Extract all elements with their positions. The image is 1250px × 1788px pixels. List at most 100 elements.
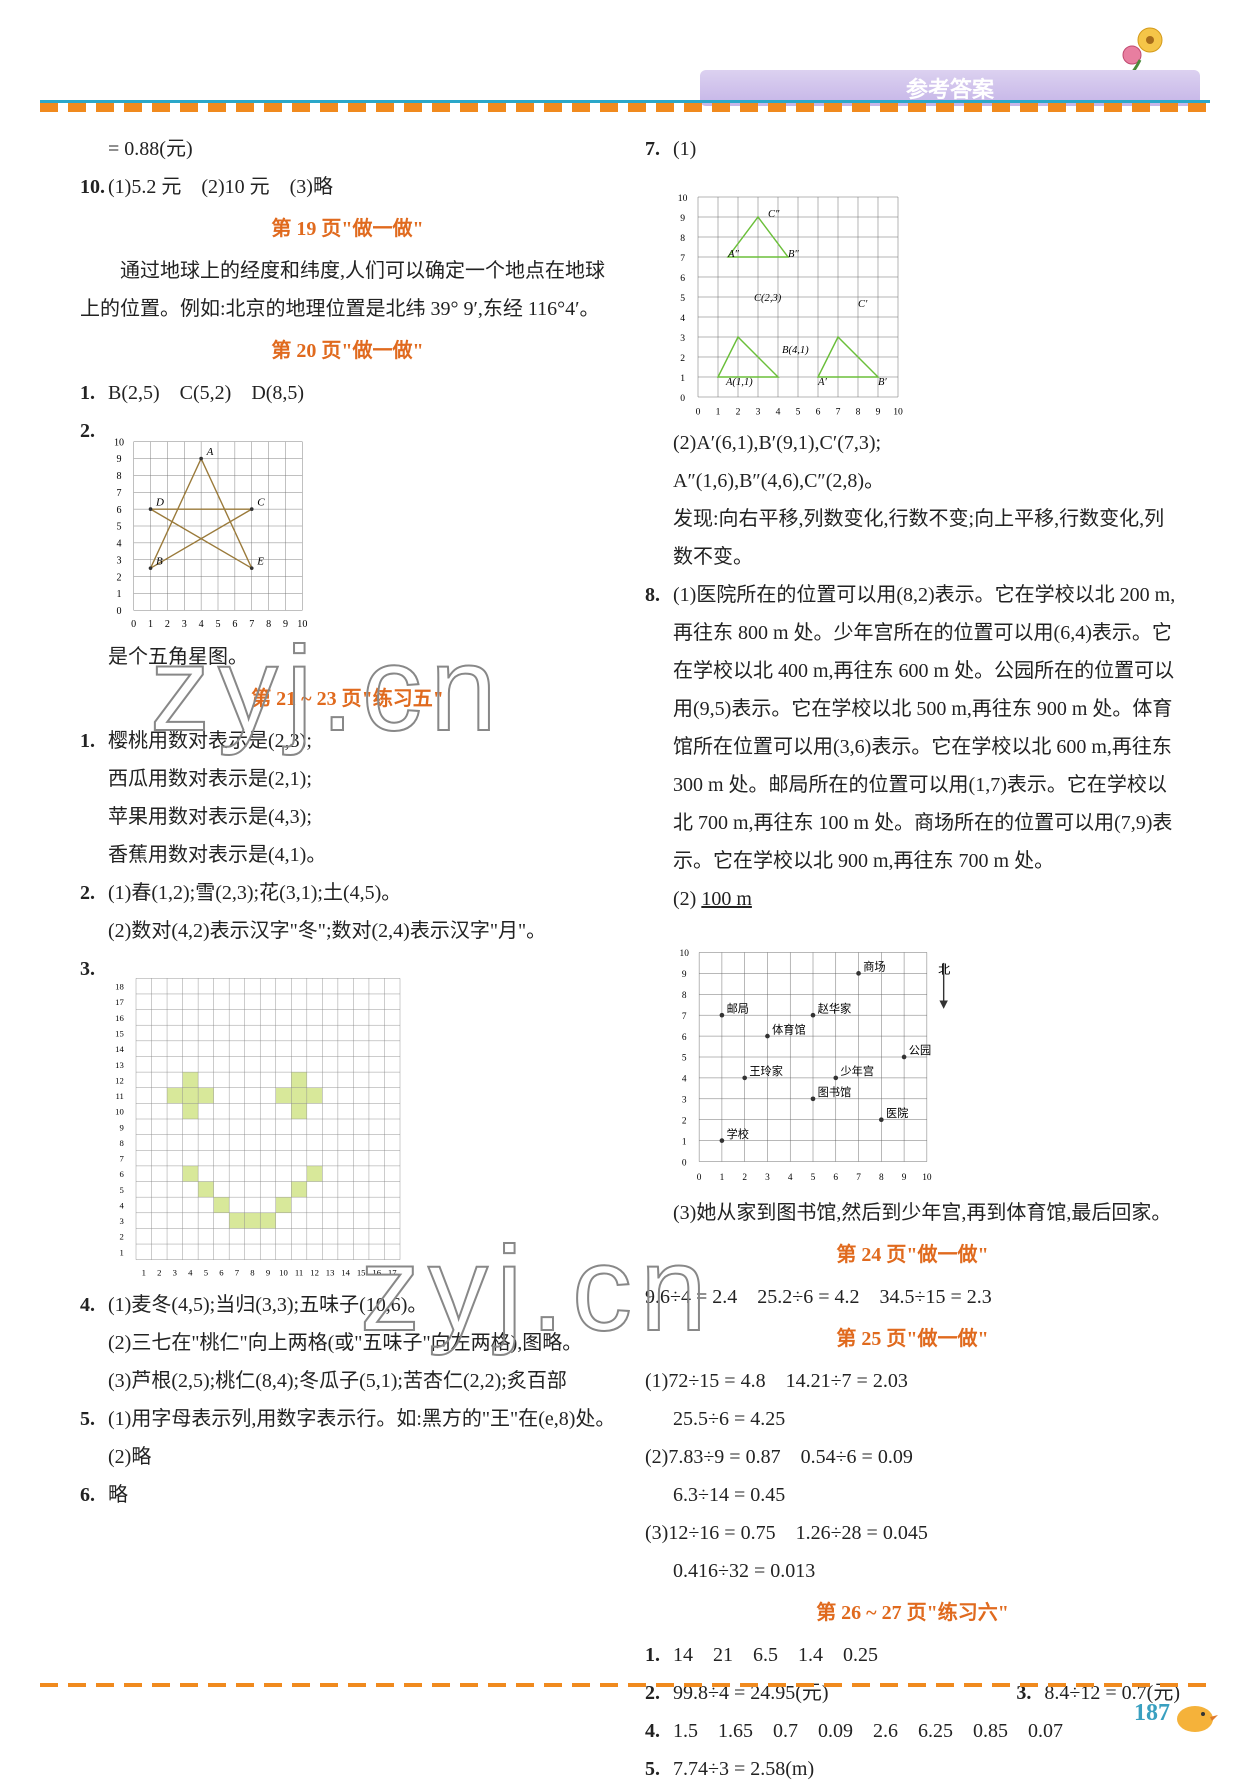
- footer-rule: [40, 1683, 1210, 1687]
- svg-text:8: 8: [680, 233, 685, 244]
- answer-text: (1)5.2 元 (2)10 元 (3)略: [108, 168, 615, 206]
- answer-text: (1)72÷15 = 4.8 14.21÷7 = 2.03: [645, 1362, 1180, 1400]
- svg-text:4: 4: [116, 539, 121, 550]
- svg-text:6: 6: [116, 505, 121, 516]
- qnum: 5.: [645, 1750, 673, 1788]
- svg-text:8: 8: [266, 619, 271, 630]
- right-column: 7. (1) 001122334455667788991010C″A″B″C(2…: [645, 130, 1180, 1788]
- svg-text:1: 1: [720, 1173, 725, 1183]
- svg-text:16: 16: [115, 1013, 124, 1023]
- svg-text:A(1,1): A(1,1): [725, 377, 753, 388]
- answer-text: 1.5 1.65 0.7 0.09 2.6 6.25 0.85 0.07: [673, 1712, 1180, 1750]
- svg-text:1: 1: [148, 619, 153, 630]
- answer-text: 西瓜用数对表示是(2,1);: [80, 760, 615, 798]
- bird-icon: [1170, 1697, 1220, 1737]
- svg-text:10: 10: [678, 193, 688, 204]
- svg-text:1: 1: [716, 406, 721, 417]
- svg-text:3: 3: [682, 1096, 687, 1106]
- svg-text:1: 1: [682, 1137, 687, 1147]
- page-number: 187: [1134, 1700, 1170, 1727]
- svg-text:医院: 医院: [886, 1106, 908, 1120]
- answer-text: (2)三七在"桃仁"向上两格(或"五味子"向左两格),图略。: [80, 1324, 615, 1362]
- answer-text: 略: [108, 1476, 615, 1514]
- svg-text:7: 7: [249, 619, 254, 630]
- svg-text:2: 2: [736, 406, 741, 417]
- svg-text:商场: 商场: [863, 960, 885, 974]
- svg-text:2: 2: [742, 1173, 747, 1183]
- svg-text:7: 7: [119, 1154, 124, 1164]
- svg-text:0: 0: [680, 393, 685, 404]
- qnum: 7.: [645, 130, 673, 424]
- svg-text:18: 18: [115, 982, 124, 992]
- answer-text: A″(1,6),B″(4,6),C″(2,8)。: [645, 462, 1180, 500]
- svg-text:6: 6: [232, 619, 237, 630]
- svg-text:0: 0: [682, 1158, 687, 1168]
- svg-text:7: 7: [682, 1012, 687, 1022]
- svg-text:14: 14: [115, 1044, 124, 1054]
- svg-text:4: 4: [680, 313, 685, 324]
- section-title: 第 19 页"做一做": [80, 210, 615, 248]
- answer-text: 0.416÷32 = 0.013: [645, 1552, 1180, 1590]
- svg-text:8: 8: [250, 1267, 254, 1277]
- svg-text:3: 3: [756, 406, 761, 417]
- line-text: = 0.88(元): [80, 130, 615, 168]
- svg-text:4: 4: [119, 1200, 124, 1210]
- svg-text:2: 2: [116, 572, 121, 583]
- section-title: 第 20 页"做一做": [80, 332, 615, 370]
- svg-text:7: 7: [856, 1173, 861, 1183]
- qnum: 8.: [645, 576, 673, 880]
- svg-text:5: 5: [204, 1267, 208, 1277]
- svg-text:13: 13: [115, 1060, 124, 1070]
- svg-text:4: 4: [788, 1173, 793, 1183]
- svg-text:7: 7: [836, 406, 841, 417]
- svg-text:9: 9: [902, 1173, 907, 1183]
- answer-text: (3)芦根(2,5);桃仁(8,4);冬瓜子(5,1);苦杏仁(2,2);炙百部: [80, 1362, 615, 1400]
- svg-text:6: 6: [682, 1033, 687, 1043]
- svg-text:C(2,3): C(2,3): [754, 293, 782, 304]
- svg-text:10: 10: [297, 619, 307, 630]
- scale-label: 100 m: [701, 888, 752, 910]
- answer-text: 香蕉用数对表示是(4,1)。: [80, 836, 615, 874]
- answer-text: 99.8÷4 = 24.95(元): [673, 1674, 1006, 1712]
- svg-text:B: B: [156, 556, 163, 568]
- svg-text:1: 1: [142, 1267, 146, 1277]
- svg-text:2: 2: [119, 1232, 123, 1242]
- svg-text:9: 9: [876, 406, 881, 417]
- svg-text:0: 0: [696, 406, 701, 417]
- svg-text:10: 10: [115, 1107, 124, 1117]
- svg-text:5: 5: [119, 1185, 123, 1195]
- svg-text:9: 9: [119, 1122, 123, 1132]
- answer-text: 6.3÷14 = 0.45: [645, 1476, 1180, 1514]
- left-column: = 0.88(元) 10. (1)5.2 元 (2)10 元 (3)略 第 19…: [80, 130, 615, 1788]
- qnum: 6.: [80, 1476, 108, 1514]
- svg-text:邮局: 邮局: [727, 1002, 749, 1015]
- svg-text:11: 11: [295, 1267, 303, 1277]
- svg-text:2: 2: [165, 619, 170, 630]
- svg-text:B″: B″: [788, 249, 799, 260]
- svg-text:1: 1: [119, 1247, 123, 1257]
- svg-text:16: 16: [372, 1267, 381, 1277]
- qnum: 5.: [80, 1400, 108, 1476]
- answer-text: (1)用字母表示列,用数字表示行。如:黑方的"王"在(e,8)处。 (2)略: [108, 1400, 615, 1476]
- svg-text:8: 8: [682, 991, 687, 1001]
- qnum: 1.: [645, 1636, 673, 1674]
- svg-text:4: 4: [188, 1267, 193, 1277]
- answer-text: (3)12÷16 = 0.75 1.26÷28 = 0.045: [645, 1514, 1180, 1552]
- svg-text:7: 7: [116, 488, 121, 499]
- svg-text:8: 8: [856, 406, 861, 417]
- svg-text:9: 9: [116, 454, 121, 465]
- svg-text:5: 5: [116, 522, 121, 533]
- svg-text:2: 2: [680, 353, 685, 364]
- map-grid-figure: 001122334455667788991010商场邮局赵华家体育馆公园王玲家少…: [673, 922, 953, 1192]
- svg-text:8: 8: [119, 1138, 123, 1148]
- svg-text:7: 7: [680, 253, 685, 264]
- qnum: 2.: [80, 412, 108, 638]
- qnum: 2.: [80, 874, 108, 912]
- svg-text:13: 13: [326, 1267, 335, 1277]
- svg-text:10: 10: [922, 1173, 932, 1183]
- section-title: 第 25 页"做一做": [645, 1320, 1180, 1358]
- svg-text:12: 12: [310, 1267, 319, 1277]
- qnum: 2.: [645, 1674, 673, 1712]
- svg-text:2: 2: [682, 1116, 687, 1126]
- answer-text: (2)7.83÷9 = 0.87 0.54÷6 = 0.09: [645, 1438, 1180, 1476]
